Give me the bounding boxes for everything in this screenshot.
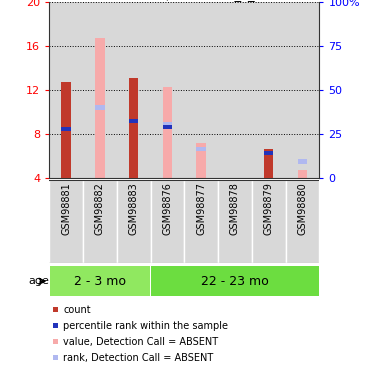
Text: 22 - 23 mo: 22 - 23 mo <box>201 275 269 288</box>
Text: GSM98876: GSM98876 <box>162 183 172 236</box>
Bar <box>264 151 273 155</box>
Bar <box>117 2 150 178</box>
Bar <box>150 180 184 262</box>
Bar <box>286 180 319 262</box>
Text: GSM98879: GSM98879 <box>264 183 274 236</box>
Bar <box>286 2 319 178</box>
Bar <box>95 105 105 110</box>
Bar <box>95 38 105 178</box>
Bar <box>218 2 252 178</box>
Bar <box>61 82 71 178</box>
Bar <box>61 127 71 131</box>
Text: GSM98881: GSM98881 <box>61 183 71 235</box>
Bar <box>196 143 206 178</box>
Bar <box>117 180 150 262</box>
Bar <box>50 266 150 296</box>
Text: GSM98880: GSM98880 <box>297 183 307 235</box>
Title: GDS1803 / 1446957_s_at: GDS1803 / 1446957_s_at <box>100 0 268 1</box>
Bar <box>129 78 138 178</box>
Text: percentile rank within the sample: percentile rank within the sample <box>63 321 228 331</box>
Bar <box>163 87 172 178</box>
Bar <box>252 2 286 178</box>
Bar <box>163 125 172 129</box>
Bar <box>83 180 117 262</box>
Bar <box>151 266 319 296</box>
Text: value, Detection Call = ABSENT: value, Detection Call = ABSENT <box>63 337 218 347</box>
Bar <box>298 170 307 178</box>
Text: count: count <box>63 305 91 315</box>
Bar <box>298 159 307 164</box>
Bar <box>49 180 83 262</box>
Text: age: age <box>28 276 49 286</box>
Bar <box>49 2 83 178</box>
Text: rank, Detection Call = ABSENT: rank, Detection Call = ABSENT <box>63 352 214 363</box>
Text: GSM98877: GSM98877 <box>196 183 206 236</box>
Text: GSM98883: GSM98883 <box>129 183 139 235</box>
Bar <box>264 150 273 178</box>
Bar <box>218 180 252 262</box>
Text: GSM98878: GSM98878 <box>230 183 240 236</box>
Text: 2 - 3 mo: 2 - 3 mo <box>74 275 126 288</box>
Bar <box>150 2 184 178</box>
Bar <box>252 180 286 262</box>
Bar <box>83 2 117 178</box>
Bar <box>129 119 138 123</box>
Bar <box>196 147 206 151</box>
Bar <box>184 180 218 262</box>
Text: GSM98882: GSM98882 <box>95 183 105 236</box>
Bar <box>163 123 172 128</box>
Bar <box>184 2 218 178</box>
